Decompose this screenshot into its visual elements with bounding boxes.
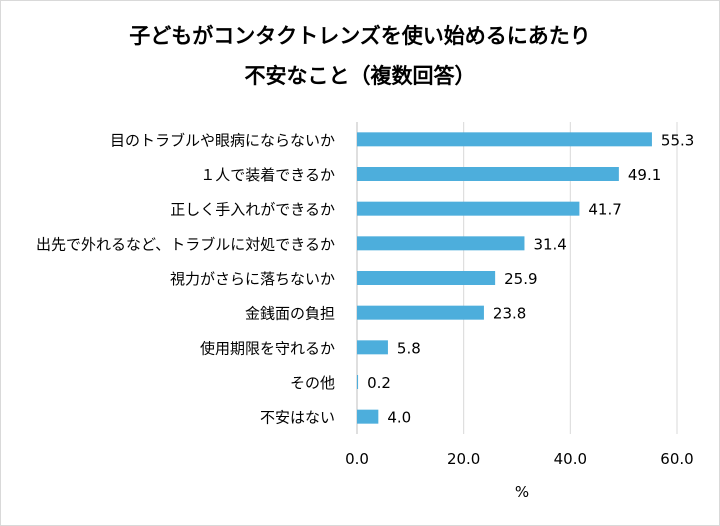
- value-label-4: 31.4: [533, 235, 566, 253]
- value-label-2: 49.1: [628, 166, 661, 184]
- bar-4: [357, 236, 525, 251]
- bar-2: [357, 167, 619, 181]
- category-label-4: 出先で外れるなど、トラブルに対処できるか: [36, 235, 335, 253]
- category-label-1: 目のトラブルや眼病にならないか: [110, 131, 335, 149]
- value-label-5: 25.9: [504, 270, 537, 288]
- bar-9: [357, 409, 379, 424]
- bar-5: [357, 271, 496, 285]
- chart-title-line-1: 子どもがコンタクトレンズを使い始めるにあたり: [129, 24, 591, 48]
- x-tick-label-3: 60.0: [660, 450, 693, 468]
- value-label-8: 0.2: [367, 374, 391, 392]
- category-label-3: 正しく手入れができるか: [170, 201, 335, 219]
- bar-1: [357, 132, 652, 147]
- bar-8: [357, 375, 359, 389]
- x-axis-label: %: [515, 483, 529, 501]
- value-label-9: 4.0: [387, 409, 411, 427]
- value-label-3: 41.7: [588, 201, 621, 219]
- bar-6: [357, 305, 484, 320]
- value-label-7: 5.8: [397, 339, 421, 357]
- category-label-8: その他: [290, 374, 335, 392]
- value-label-6: 23.8: [493, 305, 526, 323]
- value-label-1: 55.3: [661, 131, 694, 149]
- category-label-6: 金銭面の負担: [245, 305, 335, 323]
- category-label-7: 使用期限を守れるか: [200, 339, 335, 357]
- category-label-2: １人で装着できるか: [200, 166, 335, 184]
- category-label-5: 視力がさらに落ちないか: [170, 270, 335, 288]
- chart-title-line-2: 不安なこと（複数回答）: [244, 64, 476, 88]
- bar-7: [357, 340, 388, 355]
- x-tick-label-2: 40.0: [554, 450, 587, 468]
- category-label-9: 不安はない: [260, 409, 335, 427]
- x-tick-label-0: 0.0: [345, 450, 369, 468]
- bar-3: [357, 201, 580, 216]
- x-tick-label-1: 20.0: [447, 450, 480, 468]
